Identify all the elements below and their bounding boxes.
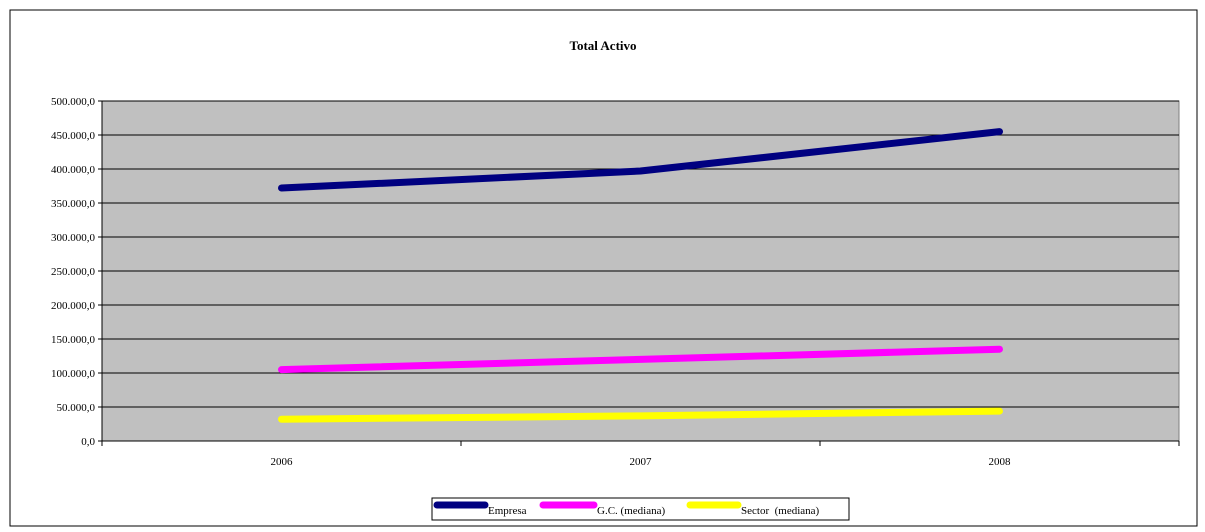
x-axis: 2006 2007 2008 — [101, 440, 1180, 468]
chart-title: Total Activo — [569, 38, 636, 53]
y-axis: 0,0 50.000,0 100.000,0 150.000,0 200.000,0 25… — [51, 96, 103, 448]
series-line — [278, 345, 1003, 374]
y-tick-label: 150.000,0 — [51, 334, 96, 346]
y-tick-label: 250.000,0 — [51, 266, 96, 278]
series-lines — [278, 128, 1003, 423]
legend-label: G.C. (mediana) — [597, 505, 665, 517]
y-tick-label: 100.000,0 — [51, 368, 96, 380]
y-tick-label: 50.000,0 — [57, 402, 96, 414]
legend-label: Sector (mediana) — [741, 505, 820, 517]
series-line — [278, 407, 1003, 423]
y-tick-label: 350.000,0 — [51, 198, 96, 210]
legend-label: Empresa — [488, 505, 527, 517]
y-tick-label: 400.000,0 — [51, 164, 96, 176]
legend: Empresa G.C. (mediana) Sector (mediana) — [431, 497, 850, 521]
x-tick-label: 2007 — [630, 456, 653, 468]
series-line — [278, 128, 1003, 192]
y-tick-label: 500.000,0 — [51, 96, 96, 108]
y-tick-label: 450.000,0 — [51, 130, 96, 142]
x-tick-label: 2006 — [271, 456, 294, 468]
y-tick-label: 0,0 — [81, 436, 95, 448]
y-tick-label: 200.000,0 — [51, 300, 96, 312]
y-tick-label: 300.000,0 — [51, 232, 96, 244]
legend-box — [431, 497, 850, 521]
x-tick-label: 2008 — [989, 456, 1012, 468]
